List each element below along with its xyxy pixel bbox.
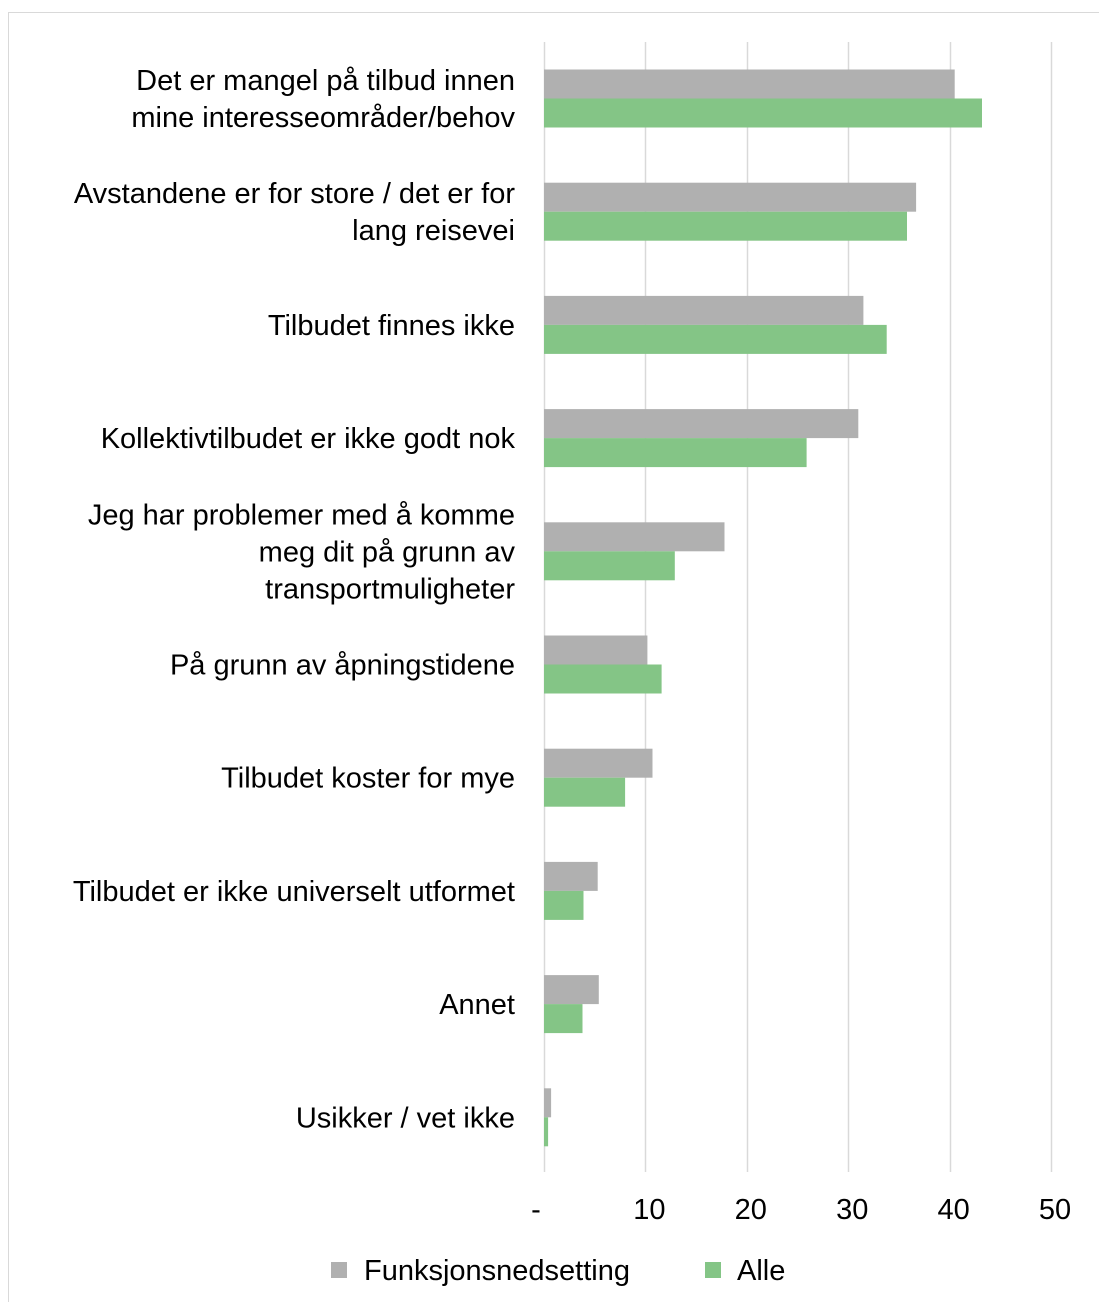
gridlines [543, 42, 1053, 1172]
bar-alle-5 [544, 551, 675, 581]
bar-alle-10 [544, 1117, 549, 1147]
bar-alle-1 [544, 98, 982, 128]
category-label: mine interesseområder/behov [131, 102, 515, 134]
bar-alle-2 [544, 211, 907, 241]
x-tick-label: 40 [937, 1194, 969, 1226]
bar-funksjonsnedsetting-1 [544, 69, 955, 99]
bar-alle-9 [544, 1004, 583, 1034]
category-labels: Det er mangel på tilbud innen mine intere… [73, 65, 516, 1134]
category-label: Avstandene er for store / det er for [74, 178, 515, 210]
bar-alle-4 [544, 438, 807, 468]
x-tick-label: 50 [1039, 1194, 1071, 1226]
bar-funksjonsnedsetting-3 [544, 295, 864, 325]
legend: Funksjonsnedsetting Alle [331, 1255, 785, 1287]
bar-funksjonsnedsetting-4 [544, 409, 859, 439]
category-label: Usikker / vet ikke [296, 1102, 515, 1134]
category-label: Tilbudet koster for mye [221, 763, 515, 795]
bar-alle-8 [544, 890, 584, 920]
bar-funksjonsnedsetting-6 [544, 635, 648, 665]
x-tick-label: - [531, 1194, 541, 1226]
bar-funksjonsnedsetting-10 [544, 1088, 552, 1118]
legend-label-funksjonsnedsetting: Funksjonsnedsetting [364, 1255, 630, 1287]
bar-funksjonsnedsetting-8 [544, 861, 598, 891]
category-label: lang reisevei [352, 215, 515, 247]
bar-funksjonsnedsetting-7 [544, 748, 653, 778]
category-label: transportmuligheter [265, 573, 515, 605]
bar-alle-6 [544, 664, 662, 694]
category-label: Annet [439, 989, 515, 1021]
category-label: Tilbudet er ikke universelt utformet [73, 876, 515, 908]
bar-alle-7 [544, 777, 626, 807]
category-label: Jeg har problemer med å komme [88, 499, 515, 531]
x-tick-label: 10 [633, 1194, 665, 1226]
category-label: Kollektivtilbudet er ikke godt nok [101, 423, 516, 455]
bar-funksjonsnedsetting-2 [544, 182, 917, 212]
bars [544, 69, 982, 1147]
legend-swatch-alle [705, 1262, 721, 1278]
category-label: Tilbudet finnes ikke [268, 310, 515, 342]
legend-label-alle: Alle [737, 1255, 785, 1287]
x-tick-label: 30 [836, 1194, 868, 1226]
x-tick-label: 20 [735, 1194, 767, 1226]
x-tick-labels: - 10 20 30 40 50 [531, 1194, 1071, 1226]
bar-funksjonsnedsetting-9 [544, 975, 599, 1005]
category-label: meg dit på grunn av [259, 536, 516, 568]
legend-swatch-funksjonsnedsetting [331, 1262, 347, 1278]
category-label: På grunn av åpningstidene [170, 650, 515, 682]
category-label: Det er mangel på tilbud innen [136, 65, 515, 97]
bar-funksjonsnedsetting-5 [544, 522, 725, 552]
chart-frame [8, 12, 1099, 1302]
bar-alle-3 [544, 324, 887, 354]
